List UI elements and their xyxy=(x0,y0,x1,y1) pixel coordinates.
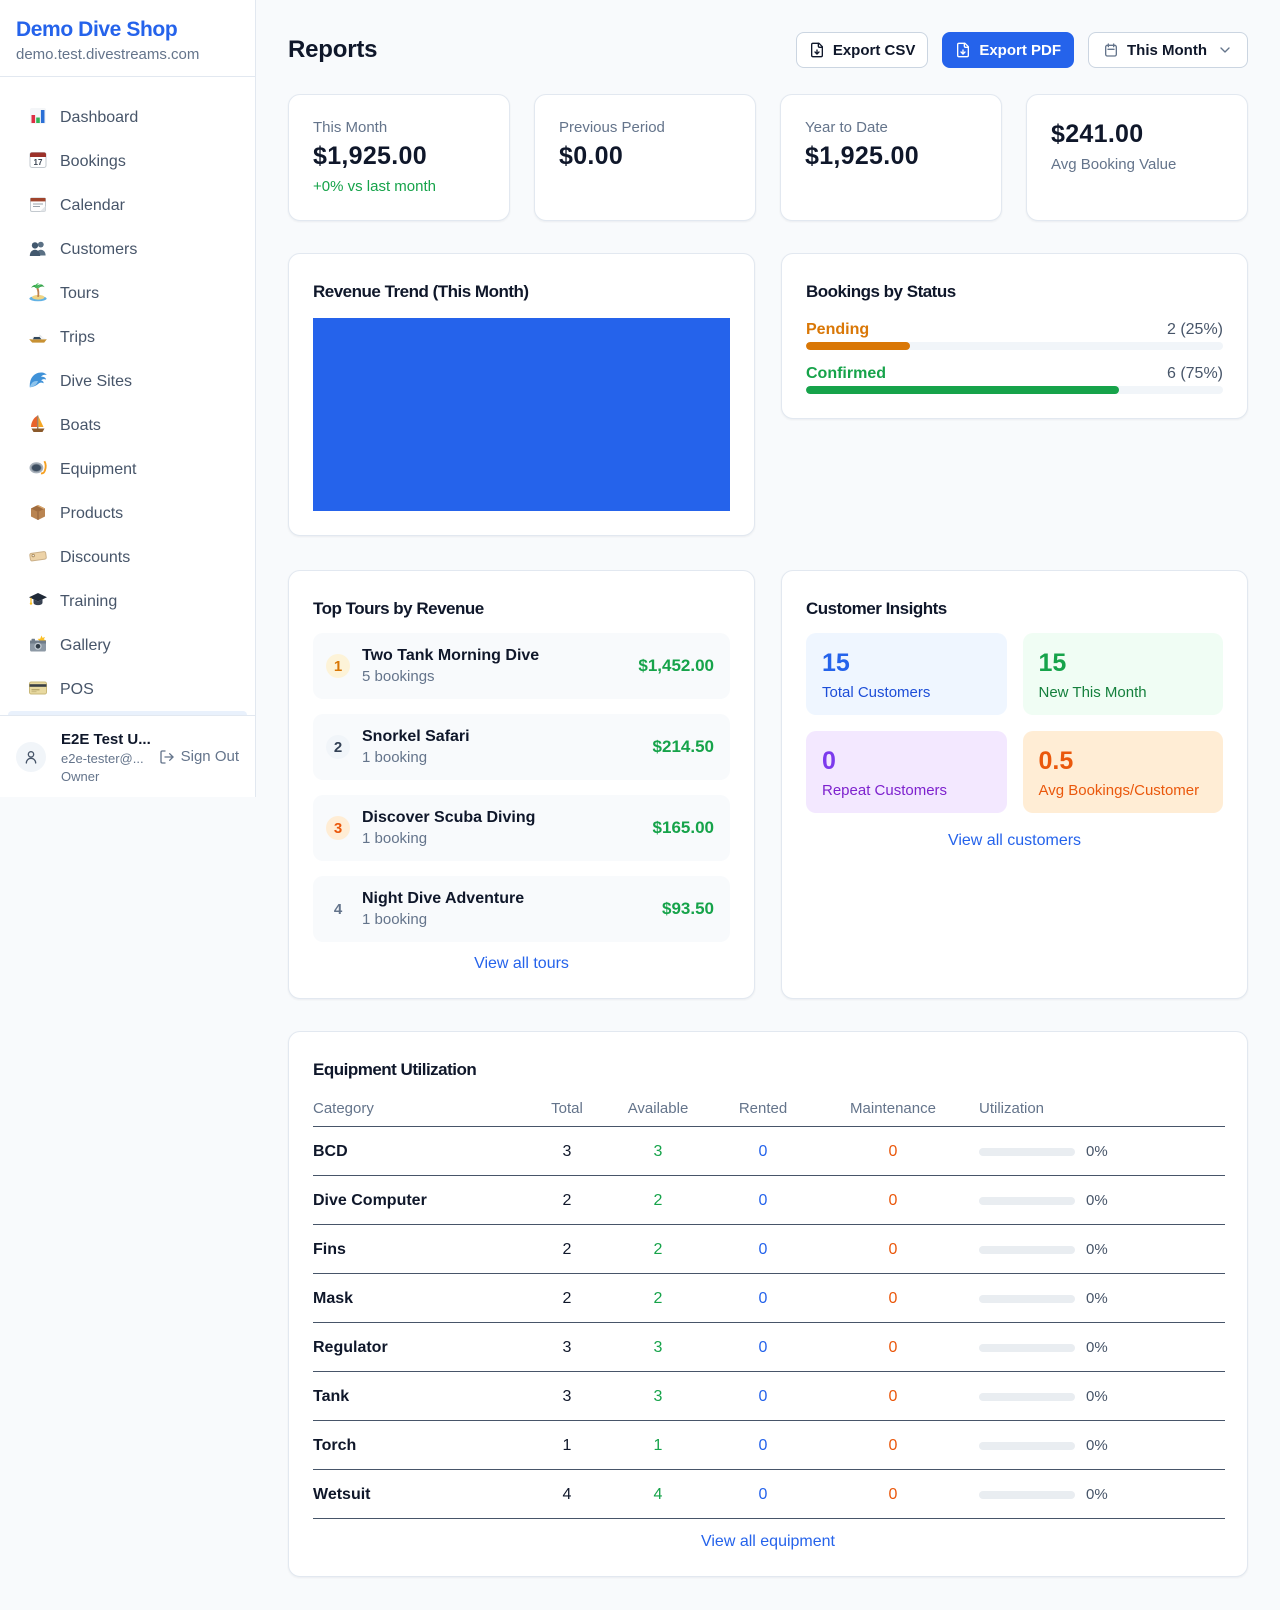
svg-text:17: 17 xyxy=(34,158,43,167)
